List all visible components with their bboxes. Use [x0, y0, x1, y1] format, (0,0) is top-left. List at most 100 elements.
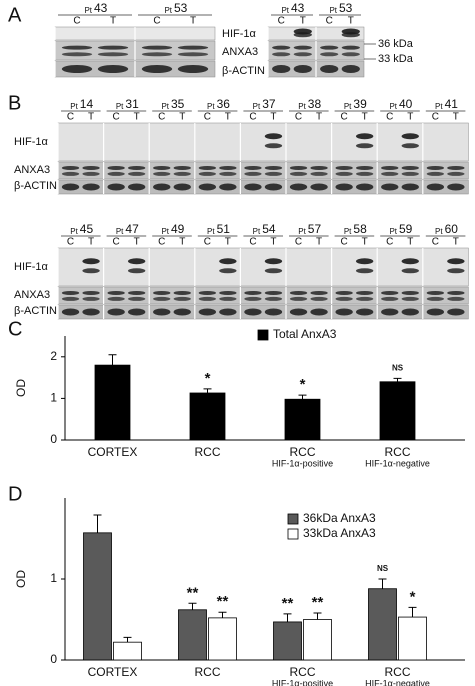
x-tick-label: RCC: [195, 445, 221, 459]
blot-band: [289, 183, 308, 191]
patient-prefix: Pt: [298, 227, 306, 236]
blot-band: [272, 65, 291, 73]
row-label: ANXA3: [14, 289, 50, 301]
patient-prefix: Pt: [253, 227, 261, 236]
lane-label: C: [153, 16, 160, 27]
row-label: β-ACTIN: [14, 305, 57, 317]
blot-band: [264, 258, 283, 265]
lane-label: T: [300, 16, 306, 27]
y-tick-label: 1: [50, 571, 57, 585]
blot-band: [381, 296, 399, 301]
blot-band: [97, 52, 129, 57]
blot-band: [61, 165, 80, 170]
blot-band: [219, 183, 237, 191]
error-bar: [298, 394, 307, 400]
blot-band: [289, 165, 308, 170]
blot-band: [335, 296, 353, 301]
bar: [379, 381, 416, 441]
x-tick-sublabel: HIF-1α-negative: [365, 678, 430, 686]
blot-band: [107, 171, 125, 176]
bar: [113, 641, 142, 661]
x-tick-sublabel: HIF-1α-negative: [365, 458, 430, 468]
blot-band: [401, 165, 419, 170]
patient-prefix: Pt: [344, 102, 352, 111]
blot-band: [355, 290, 374, 295]
error-bar: [218, 611, 227, 618]
patient-prefix: Pt: [164, 6, 172, 15]
patient-number: 14: [80, 97, 94, 111]
blot-band: [401, 183, 419, 191]
error-bar: [408, 606, 417, 618]
blot-band: [355, 183, 374, 191]
lane-label: C: [326, 16, 333, 27]
patient-prefix: Pt: [161, 102, 169, 111]
blot-band: [107, 308, 125, 316]
patient-number: 49: [171, 222, 185, 236]
blot-band: [355, 308, 374, 316]
blot-band: [355, 143, 374, 149]
lane-label: C: [341, 237, 348, 248]
lane-label: T: [453, 237, 459, 248]
error-bar: [93, 514, 102, 533]
patient-prefix: Pt: [298, 102, 306, 111]
blot-band: [173, 165, 191, 170]
blot-band: [61, 65, 93, 73]
panel-label: D: [8, 483, 22, 505]
blot-band: [177, 65, 209, 73]
patient-number: 36: [217, 97, 231, 111]
patient-number: 45: [80, 222, 94, 236]
blot-band: [401, 290, 419, 295]
bar: [303, 619, 332, 661]
legend-swatch: [287, 528, 299, 540]
patient-number: 39: [353, 97, 367, 111]
patient-number: 37: [262, 97, 276, 111]
lane-label: T: [348, 16, 354, 27]
blot-band: [219, 171, 237, 176]
row-label: HIF-1α: [222, 28, 257, 40]
blot-band: [264, 165, 283, 170]
x-tick-label: CORTEX: [88, 445, 138, 459]
blot-band: [320, 52, 339, 57]
blot-band: [198, 308, 217, 316]
panel-label: C: [8, 318, 22, 340]
blot-band: [198, 171, 217, 176]
panel-label: B: [8, 92, 21, 114]
row-label: ANXA3: [222, 46, 258, 58]
blot-band: [141, 45, 173, 50]
patient-number: 60: [445, 222, 459, 236]
blot-band: [355, 171, 374, 176]
blot-band: [341, 52, 360, 57]
blot-band: [219, 296, 237, 301]
lane-label: T: [88, 237, 94, 248]
patient-number: 53: [339, 1, 353, 15]
row-label: β-ACTIN: [222, 65, 265, 77]
blot-band: [381, 290, 399, 295]
bar: [398, 616, 427, 661]
blot-band: [177, 45, 209, 50]
blot-strip: [57, 247, 469, 287]
blot-band: [381, 308, 399, 316]
blot-band: [264, 290, 283, 295]
blot-band: [219, 308, 237, 316]
blot-strip: [57, 122, 469, 162]
blot-band: [447, 290, 465, 295]
patient-number: 40: [399, 97, 413, 111]
lane-label: C: [67, 112, 74, 123]
blot-band: [320, 45, 339, 50]
blot-band: [61, 52, 93, 57]
error-bar: [378, 578, 387, 589]
significance: **: [312, 594, 324, 611]
y-axis-label: OD: [14, 379, 28, 397]
significance: **: [187, 584, 199, 601]
lane-label: C: [73, 16, 80, 27]
patient-prefix: Pt: [253, 102, 261, 111]
blot-band: [61, 290, 80, 295]
blot-band: [335, 183, 353, 191]
blot-band: [447, 258, 465, 265]
blot-band: [426, 290, 445, 295]
x-tick-label: RCC: [290, 665, 316, 679]
patient-number: 43: [94, 1, 108, 15]
row-label: ANXA3: [14, 164, 50, 176]
patient-prefix: Pt: [161, 227, 169, 236]
